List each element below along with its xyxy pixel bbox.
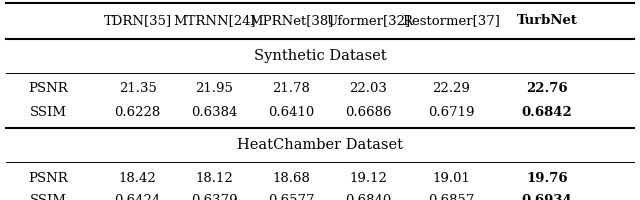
Text: 0.6686: 0.6686: [345, 106, 391, 118]
Text: 0.6410: 0.6410: [268, 106, 314, 118]
Text: 0.6934: 0.6934: [522, 194, 573, 200]
Text: Synthetic Dataset: Synthetic Dataset: [253, 49, 387, 63]
Text: HeatChamber Dataset: HeatChamber Dataset: [237, 138, 403, 152]
Text: TurbNet: TurbNet: [516, 15, 578, 27]
Text: 22.76: 22.76: [526, 82, 568, 95]
Text: Restormer[37]: Restormer[37]: [403, 15, 500, 27]
Text: 22.29: 22.29: [432, 82, 470, 95]
Text: 22.03: 22.03: [349, 82, 387, 95]
Text: 0.6842: 0.6842: [522, 106, 573, 118]
Text: TDRN[35]: TDRN[35]: [104, 15, 172, 27]
Text: 0.6577: 0.6577: [268, 194, 314, 200]
Text: 21.78: 21.78: [272, 82, 310, 95]
Text: 19.76: 19.76: [526, 171, 568, 184]
Text: PSNR: PSNR: [28, 82, 68, 95]
Text: SSIM: SSIM: [29, 106, 67, 118]
Text: 0.6424: 0.6424: [115, 194, 161, 200]
Text: SSIM: SSIM: [29, 194, 67, 200]
Text: 19.12: 19.12: [349, 171, 387, 184]
Text: 0.6379: 0.6379: [191, 194, 237, 200]
Text: 18.68: 18.68: [272, 171, 310, 184]
Text: 21.35: 21.35: [118, 82, 157, 95]
Text: 0.6719: 0.6719: [428, 106, 474, 118]
Text: 18.12: 18.12: [196, 171, 233, 184]
Text: MTRNN[24]: MTRNN[24]: [173, 15, 256, 27]
Text: 0.6857: 0.6857: [428, 194, 474, 200]
Text: 21.95: 21.95: [195, 82, 234, 95]
Text: 0.6840: 0.6840: [345, 194, 391, 200]
Text: 0.6384: 0.6384: [191, 106, 237, 118]
Text: 19.01: 19.01: [432, 171, 470, 184]
Text: 18.42: 18.42: [119, 171, 156, 184]
Text: 0.6228: 0.6228: [115, 106, 161, 118]
Text: Uformer[32]: Uformer[32]: [326, 15, 410, 27]
Text: MPRNet[38]: MPRNet[38]: [249, 15, 333, 27]
Text: PSNR: PSNR: [28, 171, 68, 184]
